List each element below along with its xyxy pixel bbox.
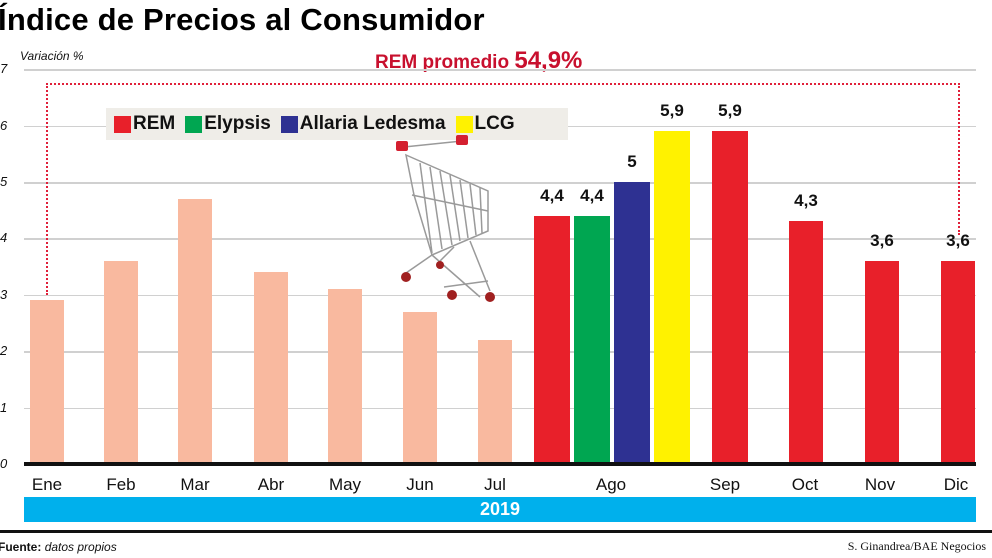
bar-jul-real-2019-: [478, 339, 512, 464]
legend-label: LCG: [474, 113, 515, 134]
bar-may-real-2019-: [328, 289, 362, 464]
y-tick-label: 5: [0, 174, 8, 189]
legend-swatch: [185, 115, 203, 133]
x-tick-label: Jul: [484, 475, 506, 494]
x-tick-label: Ago: [595, 475, 627, 494]
bar-ago-lcg: [654, 131, 690, 464]
data-label: 4,4: [580, 185, 604, 205]
data-label: 3,6: [946, 230, 970, 250]
y-tick-label: 0: [0, 456, 8, 471]
bar-ago-rem: [534, 215, 570, 464]
legend-item-lcg: LCG: [455, 113, 515, 135]
legend-swatch: [455, 115, 473, 133]
x-tick-label: Sep: [709, 475, 741, 494]
gridline: [24, 294, 976, 297]
data-label: 4,4: [540, 185, 564, 205]
source-label: Fuente:: [0, 540, 42, 554]
bar-jun-real-2019-: [403, 311, 437, 464]
rem-average-label: REM promedio: [375, 52, 510, 73]
bar-mar-real-2019-: [178, 198, 212, 464]
legend-label: REM: [133, 113, 176, 134]
x-tick-label: Mar: [180, 475, 210, 494]
data-label: 3,6: [870, 230, 894, 250]
legend: REM Elypsis Allaria Ledesma LCG: [106, 108, 568, 140]
y-tick-label: 4: [0, 230, 8, 246]
x-tick-label: Jun: [406, 475, 434, 494]
x-tick-label: Nov: [864, 475, 896, 494]
data-label: 4,3: [794, 191, 818, 211]
y-tick-label: 6: [0, 117, 8, 133]
bar-sep-rem: [712, 131, 748, 464]
shopping-cart-icon: [396, 135, 495, 302]
data-label: 5: [627, 152, 637, 171]
x-tick-label: Abr: [257, 475, 285, 494]
credit: S. Ginandrea/BAE Negocios: [847, 539, 986, 553]
bar-ago-elypsis: [574, 215, 610, 464]
x-axis-baseline: [24, 462, 976, 466]
legend-swatch: [114, 115, 131, 133]
bar-oct-rem: [789, 221, 823, 464]
rem-average-annotation: REM promedio 54,9%: [375, 47, 582, 75]
bar-ene-real-2019-: [30, 300, 64, 464]
x-tick-label: Dic: [943, 475, 969, 494]
y-tick-label: 7: [0, 61, 8, 77]
x-tick-label: Oct: [791, 475, 819, 494]
data-label: 5,9: [718, 101, 742, 121]
legend-label: Allaria Ledesma: [299, 113, 446, 134]
legend-item-elypsis: Elypsis: [185, 113, 271, 135]
legend-swatch: [280, 115, 298, 133]
x-tick-label: Feb: [106, 475, 136, 494]
rem-bracket-top: [46, 83, 960, 85]
legend-item-rem: REM: [114, 113, 175, 135]
year-band: 2019: [24, 497, 976, 522]
y-axis-label: Variación %: [20, 49, 84, 63]
x-tick-label: Ene: [31, 475, 63, 494]
bar-abr-real-2019-: [254, 272, 288, 464]
gridline: [24, 182, 976, 184]
rem-bracket-right: [958, 83, 960, 235]
data-label: 5,9: [660, 101, 684, 121]
y-tick-label: 1: [0, 399, 8, 415]
bar-dic-rem: [941, 260, 975, 464]
rem-bracket-left: [46, 83, 48, 295]
bar-feb-real-2019-: [104, 260, 138, 464]
y-tick-label: 2: [0, 343, 8, 359]
footer-rule: [0, 530, 992, 533]
bar-nov-rem: [865, 260, 899, 464]
source-value: datos propios: [44, 540, 117, 554]
bar-ago-allaria-ledesma: [614, 182, 650, 464]
x-tick-label: May: [328, 475, 362, 494]
chart-title: Índice de Precios al Consumidor: [0, 2, 485, 37]
legend-item-allaria: Allaria Ledesma: [280, 113, 446, 135]
gridline: [24, 238, 976, 240]
legend-label: Elypsis: [204, 113, 271, 134]
y-tick-label: 3: [0, 286, 8, 302]
gridline: [24, 69, 976, 71]
source-note: Fuente: datos propios: [0, 540, 117, 554]
